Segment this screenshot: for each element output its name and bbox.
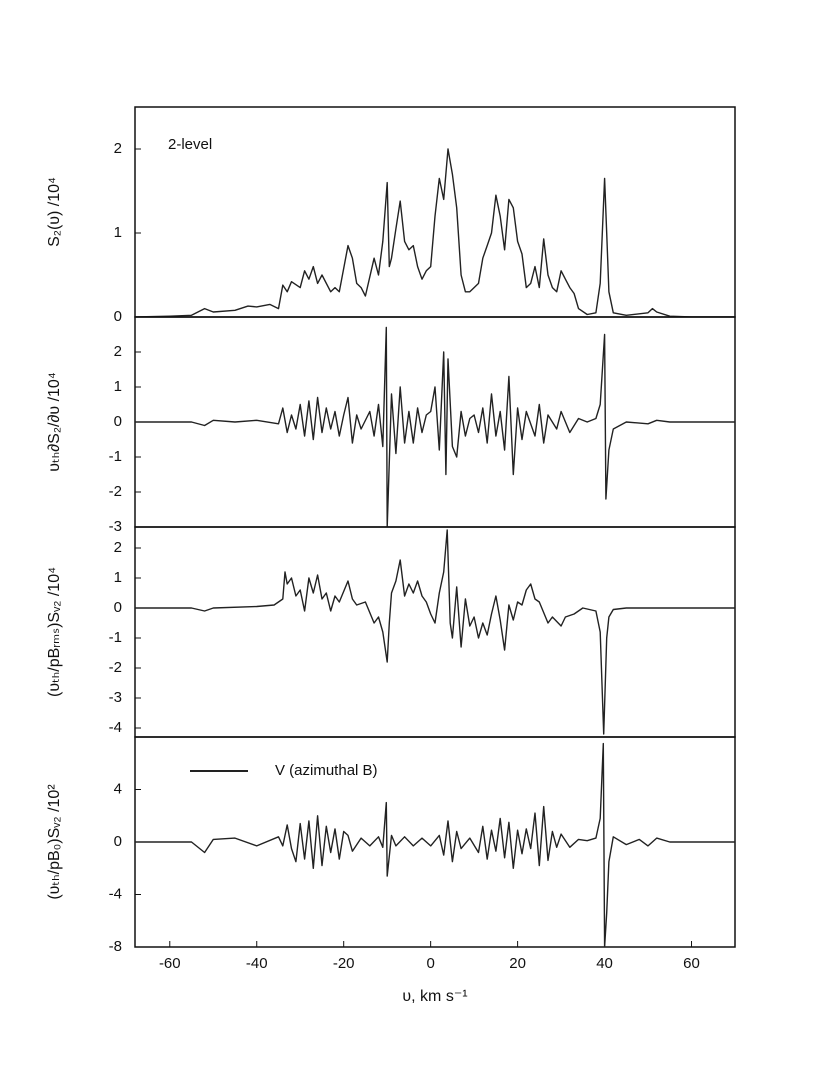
- y-tick-label: -4: [109, 719, 122, 736]
- y-tick-label: -3: [109, 689, 122, 706]
- plot-frame: [134, 316, 736, 528]
- y-tick-label: 2: [114, 343, 122, 360]
- y-tick-label: -8: [109, 938, 122, 955]
- y-tick-label: 1: [114, 569, 122, 586]
- y-tick-label: 0: [114, 413, 122, 430]
- y-tick-label: 0: [114, 833, 122, 850]
- y-tick-label: 4: [114, 780, 122, 797]
- y-tick-label: 2: [114, 539, 122, 556]
- x-axis-label: υ, km s⁻¹: [402, 988, 467, 1005]
- panel: -4 -3 -2 -1 0 1 2 (υₜₕ/pBᵣₘₛ)Sᵥ₂ /10⁴: [46, 526, 736, 738]
- y-tick-label: 1: [114, 224, 122, 241]
- y-tick-label: -1: [109, 629, 122, 646]
- panel: -8-404-60 -40 -20 0 20 40 60(υₜₕ/pB₀)Sᵥ₂ /10²υ…: [46, 736, 736, 1005]
- x-tick-label: -40: [246, 955, 268, 972]
- y-tick-label: -4: [109, 885, 122, 902]
- y-tick-label: -2: [109, 483, 122, 500]
- data-line: [135, 148, 735, 317]
- y-axis-label: S₂(υ) /10⁴: [46, 177, 63, 247]
- y-axis-label: υₜₕ∂S₂/∂υ /10⁴: [46, 372, 63, 472]
- x-tick-label: 0: [426, 955, 434, 972]
- y-axis-label: (υₜₕ/pB₀)Sᵥ₂ /10²: [46, 784, 63, 900]
- plot-frame: [134, 736, 736, 948]
- plot-frame: [134, 526, 736, 738]
- y-tick-label: 0: [114, 308, 122, 325]
- legend-label: V (azimuthal B): [275, 762, 378, 779]
- x-tick-label: 40: [596, 955, 613, 972]
- y-tick-label: -1: [109, 448, 122, 465]
- panel: -3 -2 -1 0 1 2 υₜₕ∂S₂/∂υ /10⁴: [46, 316, 736, 535]
- data-line: [135, 529, 735, 735]
- y-tick-label: -3: [109, 518, 122, 535]
- y-axis-label: (υₜₕ/pBᵣₘₛ)Sᵥ₂ /10⁴: [46, 567, 63, 697]
- panel: 0 1 2 S₂(υ) /10⁴ 2-level: [46, 106, 736, 325]
- x-tick-label: 60: [683, 955, 700, 972]
- x-tick-label: 20: [509, 955, 526, 972]
- x-tick-label: -20: [333, 955, 355, 972]
- annotation: 2-level: [168, 136, 212, 153]
- y-tick-label: -2: [109, 659, 122, 676]
- y-tick-label: 2: [114, 140, 122, 157]
- x-tick-label: -60: [159, 955, 181, 972]
- y-tick-label: 1: [114, 378, 122, 395]
- data-line: [135, 742, 735, 947]
- y-tick-label: 0: [114, 599, 122, 616]
- data-line: [135, 326, 735, 527]
